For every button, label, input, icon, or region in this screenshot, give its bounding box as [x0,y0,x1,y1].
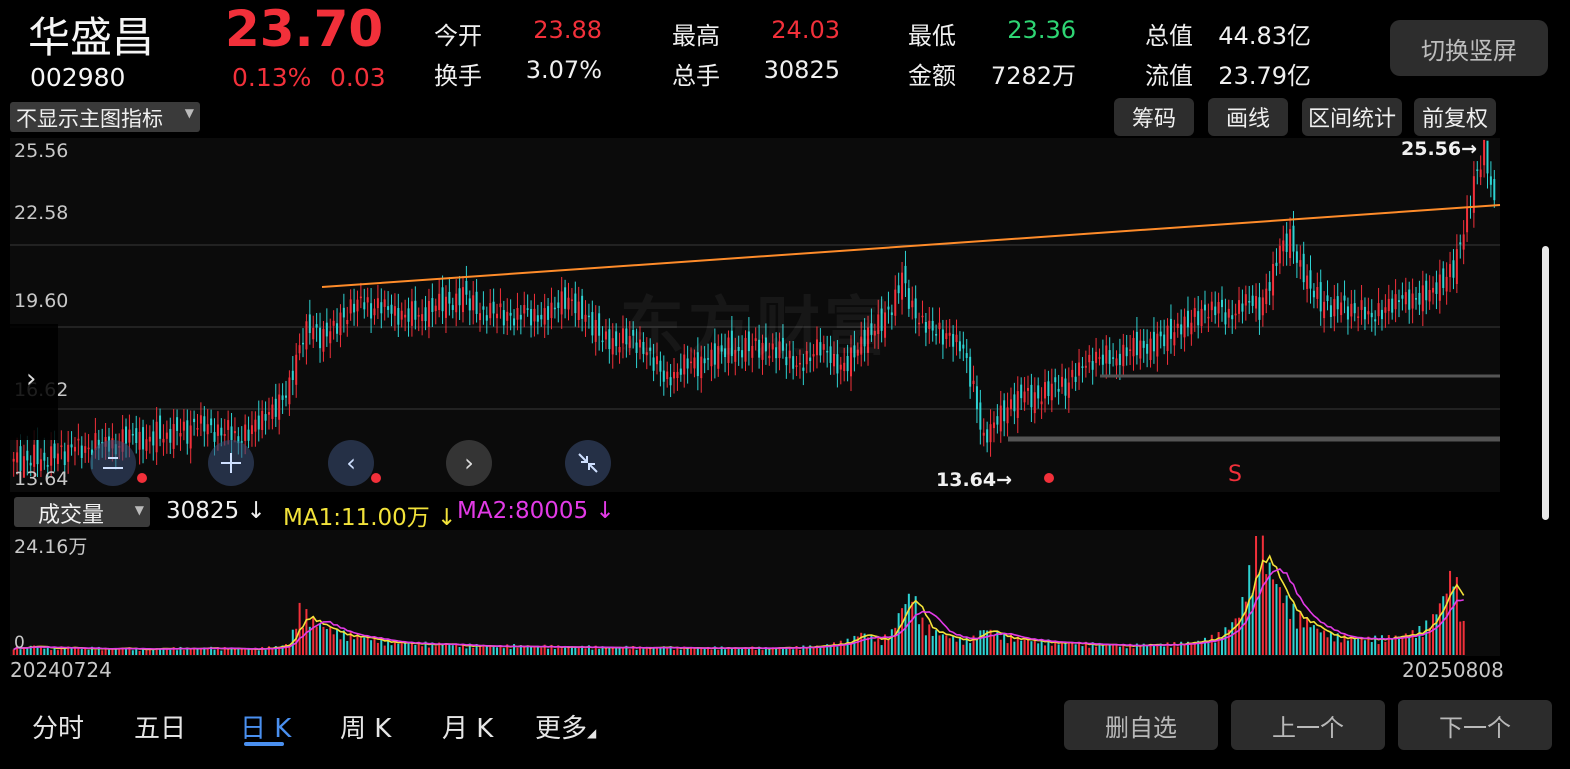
vertical-scrollbar[interactable] [1542,246,1549,520]
chevron-right-nav-icon[interactable]: › [446,440,492,486]
mktcap-value: 44.83亿 [1218,22,1311,50]
open-label: 今开 [434,22,482,50]
chevron-right-icon: › [26,364,37,394]
ma2-indicator: MA2:80005 ↓ [457,498,615,524]
volume-panel[interactable] [10,530,1500,656]
volume-value-indicator: 30825 ↓ [166,498,266,524]
ma1-indicator: MA1:11.00万 ↓ [283,498,456,532]
axis-label-5: 13.64 [14,468,69,490]
down-arrow-icon: ↓ [437,505,457,531]
high-label: 最高 [672,22,720,50]
axis-label-1: 25.56 [14,140,69,162]
change-pct: 0.13% [232,63,312,92]
watermark: 东方财富 [620,291,892,365]
switch-orientation-button[interactable]: 切换竖屏 [1390,20,1548,76]
amount-value: 7282万 [990,62,1076,90]
sell-signal: S [1228,462,1242,487]
down-arrow-icon: ↓ [246,498,266,524]
date-end: 20250808 [1402,658,1504,682]
stock-name: 华盛昌 [28,13,155,62]
prev-stock-button[interactable]: 上一个 [1231,700,1385,750]
draw-line-button[interactable]: 画线 [1208,98,1288,136]
min-price-label: 13.64→ [936,469,1013,491]
volume-select[interactable]: 成交量 ▼ [14,497,150,528]
volume-select-label: 成交量 [38,503,105,528]
collapse-icon[interactable] [565,440,611,486]
collapse-glyph [578,453,598,473]
tab-monthly-k[interactable]: 月 K [442,714,494,744]
max-price-label: 25.56→ [1401,138,1478,160]
turnover-label: 换手 [434,62,482,90]
volume-indicator-value: 30825 [166,498,240,524]
date-start: 20240724 [10,658,112,682]
float-label: 流值 [1145,62,1193,90]
stock-price: 23.70 [225,0,384,58]
tab-weekly-k[interactable]: 周 K [340,714,392,744]
chevron-left-icon[interactable]: ‹ [328,440,374,486]
indicator-select-label: 不显示主图指标 [16,107,163,131]
mktcap-label: 总值 [1145,22,1193,50]
next-stock-button[interactable]: 下一个 [1398,700,1552,750]
corner-arrow-icon: ◢ [587,726,597,740]
high-value: 24.03 [771,16,840,44]
adjust-button[interactable]: 前复权 [1414,98,1496,136]
ma1-value: MA1:11.00万 [283,505,430,531]
float-value: 23.79亿 [1218,62,1311,90]
down-arrow-icon: ↓ [595,498,615,524]
stock-code: 002980 [30,63,126,92]
open-value: 23.88 [533,16,602,44]
change-amt: 0.03 [330,63,386,92]
turnover-value: 3.07% [525,56,602,84]
dropdown-icon: ▼ [134,503,144,517]
range-stats-button[interactable]: 区间统计 [1302,98,1402,136]
tab-five-day[interactable]: 五日 [134,714,187,744]
remove-watchlist-button[interactable]: 删自选 [1064,700,1218,750]
low-label: 最低 [908,22,956,50]
volume-axis-top: 24.16万 [14,536,88,558]
axis-label-3: 19.60 [14,290,69,312]
zoom-out-glyph [103,457,123,469]
side-expander[interactable]: › [10,324,58,440]
volume-axis-bottom: 0 [14,633,25,653]
dropdown-icon: ▼ [184,106,194,120]
amount-label: 金额 [908,62,956,90]
volume-value: 30825 [763,56,840,84]
axis-label-2: 22.58 [14,202,69,224]
ma2-value: MA2:80005 [457,498,589,524]
volume-label: 总手 [672,62,720,90]
indicator-select[interactable]: 不显示主图指标 ▼ [10,102,200,132]
tab-more-label: 更多 [535,714,588,744]
tab-intraday[interactable]: 分时 [32,714,85,744]
tab-daily-k[interactable]: 日 K [240,714,292,744]
tab-more[interactable]: 更多◢ [535,708,596,745]
zoom-out-icon[interactable] [90,440,136,486]
zoom-in-icon[interactable] [208,440,254,486]
chip-button[interactable]: 筹码 [1114,98,1194,136]
zoom-in-glyph [221,453,241,473]
low-value: 23.36 [1007,16,1076,44]
active-tab-underline [244,742,284,746]
